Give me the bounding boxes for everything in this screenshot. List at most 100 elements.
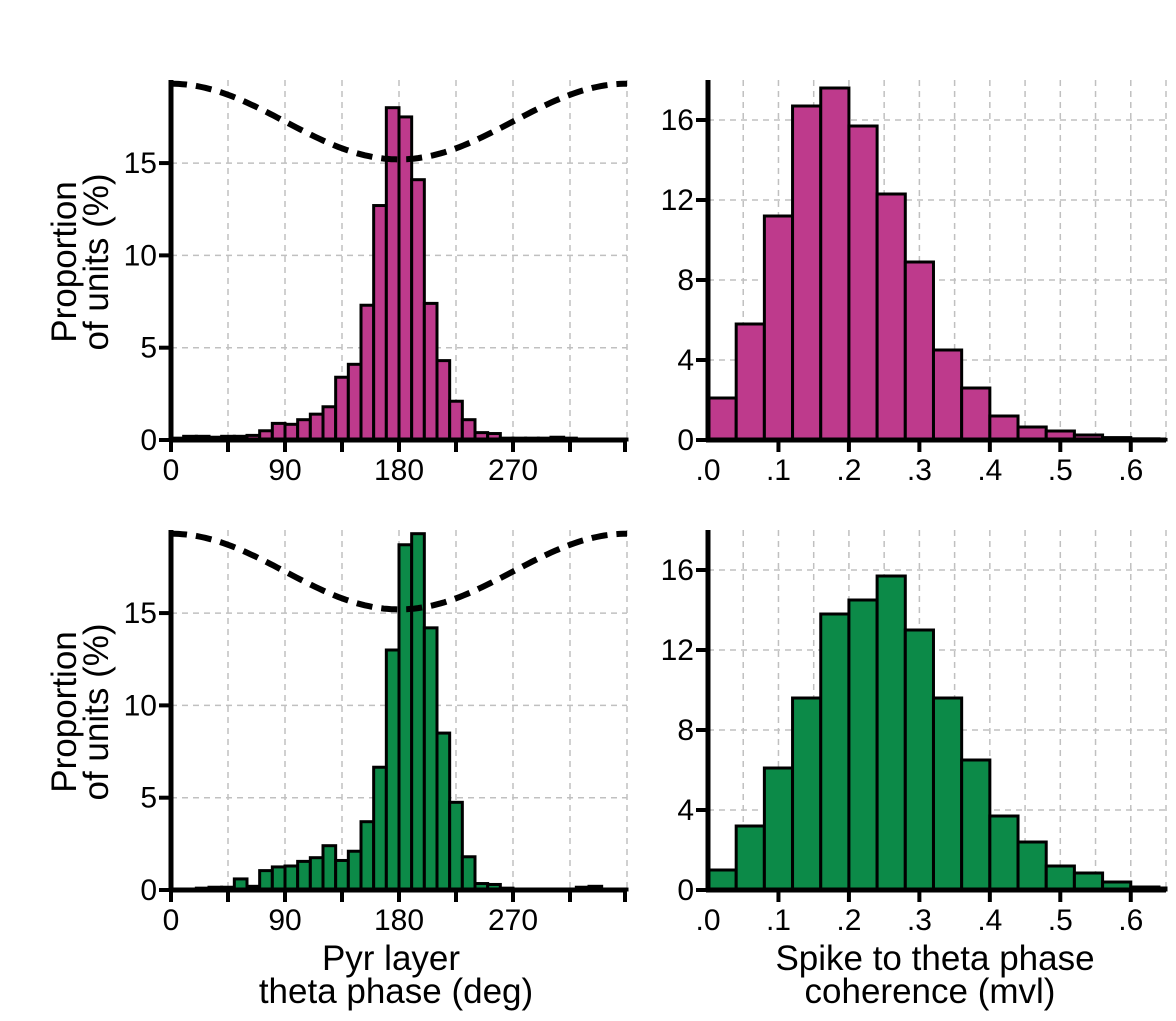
x-tick-label: 0	[163, 904, 180, 937]
histogram-bar	[448, 399, 464, 442]
histogram-bar	[346, 362, 363, 442]
y-tick-label: 15	[124, 147, 157, 180]
histogram-bar	[321, 844, 338, 892]
x-tick-label: .6	[1118, 904, 1143, 937]
histogram-bar	[460, 418, 477, 442]
ylabel-top-line2: of units (%)	[77, 174, 116, 351]
ylabel-bottom-line2: of units (%)	[77, 624, 116, 801]
histogram-bar	[334, 375, 350, 442]
y-tick-label: 0	[140, 874, 157, 907]
x-tick-label: .3	[907, 904, 932, 937]
y-tick-label: 8	[677, 714, 694, 747]
x-tick-label: .4	[977, 454, 1002, 487]
histogram-bar	[296, 859, 312, 892]
histogram-bar	[460, 855, 477, 892]
x-tick-label: 90	[268, 454, 301, 487]
y-tick-label: 4	[677, 794, 694, 827]
histogram-bar	[384, 648, 401, 892]
x-tick-label: .0	[695, 454, 720, 487]
histogram-bar	[422, 626, 439, 892]
histogram-bar	[422, 301, 439, 442]
histogram-bar	[903, 260, 935, 442]
histogram-bar	[762, 214, 795, 442]
xlabel-mvl-line2: coherence (mvl)	[805, 972, 1056, 1011]
x-tick-label: 180	[374, 454, 424, 487]
histogram-bar	[410, 532, 426, 892]
histogram-bar	[397, 543, 414, 892]
histogram-bar	[308, 856, 325, 892]
histogram-bar	[847, 124, 879, 442]
y-tick-label: 5	[140, 332, 157, 365]
x-tick-label: .5	[1048, 904, 1073, 937]
x-tick-label: .1	[766, 454, 791, 487]
histogram-bar	[359, 820, 376, 892]
y-tick-label: 12	[661, 634, 694, 667]
panel-phase-magenta: 0 5 10 15 0 90 180 270	[124, 80, 629, 487]
histogram-bar	[1044, 864, 1076, 892]
histogram-bar	[903, 628, 935, 892]
histogram-bar	[875, 574, 907, 892]
histogram-bar	[706, 396, 738, 442]
ylabel-top-line1: Proportion	[45, 181, 84, 342]
histogram-bar	[1072, 871, 1105, 892]
x-tick-label: 90	[268, 904, 301, 937]
y-tick-label: 10	[124, 239, 157, 272]
histogram-bar	[410, 178, 426, 442]
histogram-bar	[296, 418, 312, 442]
histogram-bar	[706, 868, 738, 892]
y-tick-label: 0	[677, 424, 694, 457]
histogram-bar	[988, 414, 1020, 442]
histogram-bar	[397, 115, 414, 442]
ylabel-bottom-line1: Proportion	[45, 631, 84, 792]
panel-phase-green: 0 5 10 15 0 90 180 270	[124, 530, 629, 937]
y-tick-label: 15	[124, 597, 157, 630]
x-tick-label: .3	[907, 454, 932, 487]
histogram-bar	[270, 865, 287, 892]
x-tick-label: .2	[836, 454, 861, 487]
y-tick-label: 4	[677, 344, 694, 377]
histogram-bar	[819, 612, 851, 892]
panel-mvl-magenta: 0 4 8 12 16 .0 .1 .2 .3 .4 .5 .6	[661, 80, 1168, 487]
x-tick-label: .0	[695, 904, 720, 937]
histogram-bar	[791, 104, 823, 442]
x-tick-label: 0	[163, 454, 180, 487]
x-tick-label: .2	[836, 904, 861, 937]
x-tick-label: .6	[1118, 454, 1143, 487]
histogram-bar	[960, 758, 992, 892]
theta-reference-wave	[171, 80, 627, 163]
histogram-bar	[334, 858, 350, 892]
histogram-bar	[448, 800, 464, 892]
panel-mvl-green: 0 4 8 12 16 .0 .1 .2 .3 .4 .5 .6	[661, 530, 1168, 937]
x-tick-label: 270	[488, 904, 538, 937]
y-tick-label: 16	[661, 554, 694, 587]
y-tick-label: 16	[661, 104, 694, 137]
histogram-bar	[308, 412, 325, 442]
histogram-bar	[359, 303, 376, 442]
xlabel-mvl-line1: Spike to theta phase	[775, 939, 1094, 978]
x-tick-label: 270	[488, 454, 538, 487]
histogram-bar	[1016, 840, 1048, 892]
histogram-bar	[734, 824, 766, 892]
theta-reference-wave	[171, 530, 627, 613]
x-tick-label: .4	[977, 904, 1002, 937]
histogram-bar	[734, 322, 766, 442]
histogram-bar	[791, 696, 823, 892]
x-tick-label: 180	[374, 904, 424, 937]
y-tick-label: 8	[677, 264, 694, 297]
histogram-bar	[372, 204, 388, 442]
histogram-bar	[988, 814, 1020, 892]
histogram-bar	[931, 696, 964, 892]
histogram-bar	[258, 869, 274, 892]
y-tick-label: 10	[124, 689, 157, 722]
y-tick-label: 0	[140, 424, 157, 457]
histogram-bar	[762, 766, 795, 892]
y-tick-label: 12	[661, 184, 694, 217]
histogram-bar	[372, 765, 388, 892]
histogram-bar	[960, 386, 992, 442]
histogram-bar	[875, 192, 907, 442]
x-tick-label: .1	[766, 904, 791, 937]
xlabel-phase-line1: Pyr layer	[322, 939, 460, 978]
histogram-bar	[819, 86, 851, 442]
x-tick-label: .5	[1048, 454, 1073, 487]
